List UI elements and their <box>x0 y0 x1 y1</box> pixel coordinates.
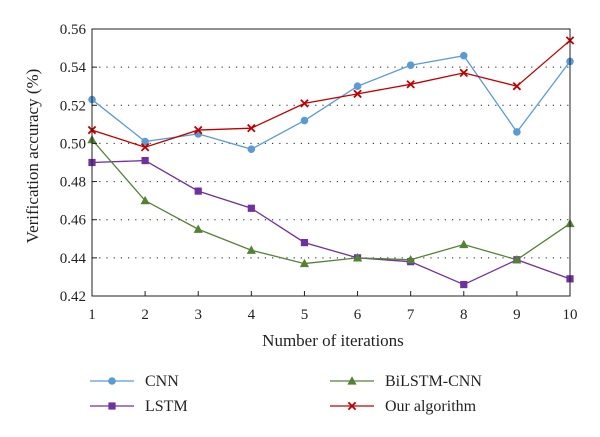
series-bilstm-cnn <box>87 134 575 268</box>
data-point <box>347 401 357 411</box>
series-line <box>91 54 571 150</box>
x-tick-label: 2 <box>141 307 149 323</box>
series-cnn <box>88 51 574 153</box>
data-point <box>459 68 469 78</box>
x-tick-label: 9 <box>513 307 521 323</box>
x-tick-label: 7 <box>407 307 415 323</box>
legend-label: CNN <box>145 373 179 390</box>
data-point <box>193 224 203 233</box>
data-point <box>140 195 150 205</box>
data-point <box>193 125 203 135</box>
y-tick-label: 0.42 <box>60 289 86 305</box>
x-tick-label: 1 <box>88 307 96 323</box>
data-point <box>406 61 415 70</box>
x-tick-label: 6 <box>354 307 362 323</box>
data-point <box>300 99 309 108</box>
legend-label: Our algorithm <box>385 398 477 415</box>
series-line <box>91 159 571 286</box>
series-line <box>91 139 571 265</box>
x-tick-label: 8 <box>460 307 468 323</box>
data-point <box>512 81 522 91</box>
data-point <box>512 254 522 264</box>
y-tick-label: 0.56 <box>60 22 87 38</box>
data-point <box>247 145 256 153</box>
data-point <box>300 116 309 125</box>
data-point <box>300 239 309 247</box>
legend-item: Our algorithm <box>330 398 477 415</box>
y-axis-label: Verification accuracy (%) <box>23 69 42 244</box>
x-tick-label: 10 <box>563 307 578 323</box>
data-point <box>247 204 255 212</box>
series-our-algorithm <box>87 36 575 152</box>
y-tick-label: 0.46 <box>60 213 87 229</box>
data-point <box>194 187 202 195</box>
series-line <box>91 39 571 148</box>
data-point <box>406 80 415 89</box>
x-tick-label: 3 <box>194 307 202 323</box>
data-point <box>108 402 116 410</box>
y-tick-label: 0.50 <box>60 136 86 152</box>
series-layer <box>87 36 575 289</box>
data-point <box>347 376 357 385</box>
plot-area-frame <box>91 28 571 297</box>
series-lstm <box>88 156 574 289</box>
y-tick-label: 0.52 <box>60 98 86 114</box>
legend-item: BiLSTM-CNN <box>330 373 482 390</box>
x-tick-label: 4 <box>248 307 256 323</box>
data-point <box>459 51 468 60</box>
gridlines <box>92 66 570 259</box>
data-point <box>141 156 149 165</box>
data-point <box>352 253 363 262</box>
data-point <box>140 143 150 152</box>
x-tick-label: 5 <box>301 307 309 323</box>
legend-item: CNN <box>90 373 179 390</box>
y-tick-label: 0.48 <box>60 175 86 191</box>
data-point <box>459 239 469 249</box>
legend: CNN BiLSTM-CNN LSTM Our algorithm <box>90 373 482 415</box>
y-axis-ticks: 0.42 0.44 0.46 0.48 0.50 0.52 0.54 0.56 <box>60 22 97 305</box>
data-point <box>108 377 116 385</box>
y-tick-label: 0.44 <box>60 251 87 267</box>
legend-label: LSTM <box>145 398 188 415</box>
data-point <box>247 123 256 133</box>
x-axis-ticks: 1 2 3 4 5 6 7 8 9 10 <box>88 291 578 323</box>
data-point <box>353 82 362 91</box>
data-point <box>460 280 468 289</box>
data-point <box>246 245 256 254</box>
data-point <box>299 258 310 268</box>
x-axis-label: Number of iterations <box>262 331 404 350</box>
legend-item: LSTM <box>90 398 188 415</box>
data-point <box>141 137 149 146</box>
y-tick-label: 0.54 <box>60 60 87 76</box>
data-point <box>513 128 521 136</box>
legend-label: BiLSTM-CNN <box>385 373 482 390</box>
data-point <box>406 254 416 264</box>
data-point <box>353 89 362 99</box>
